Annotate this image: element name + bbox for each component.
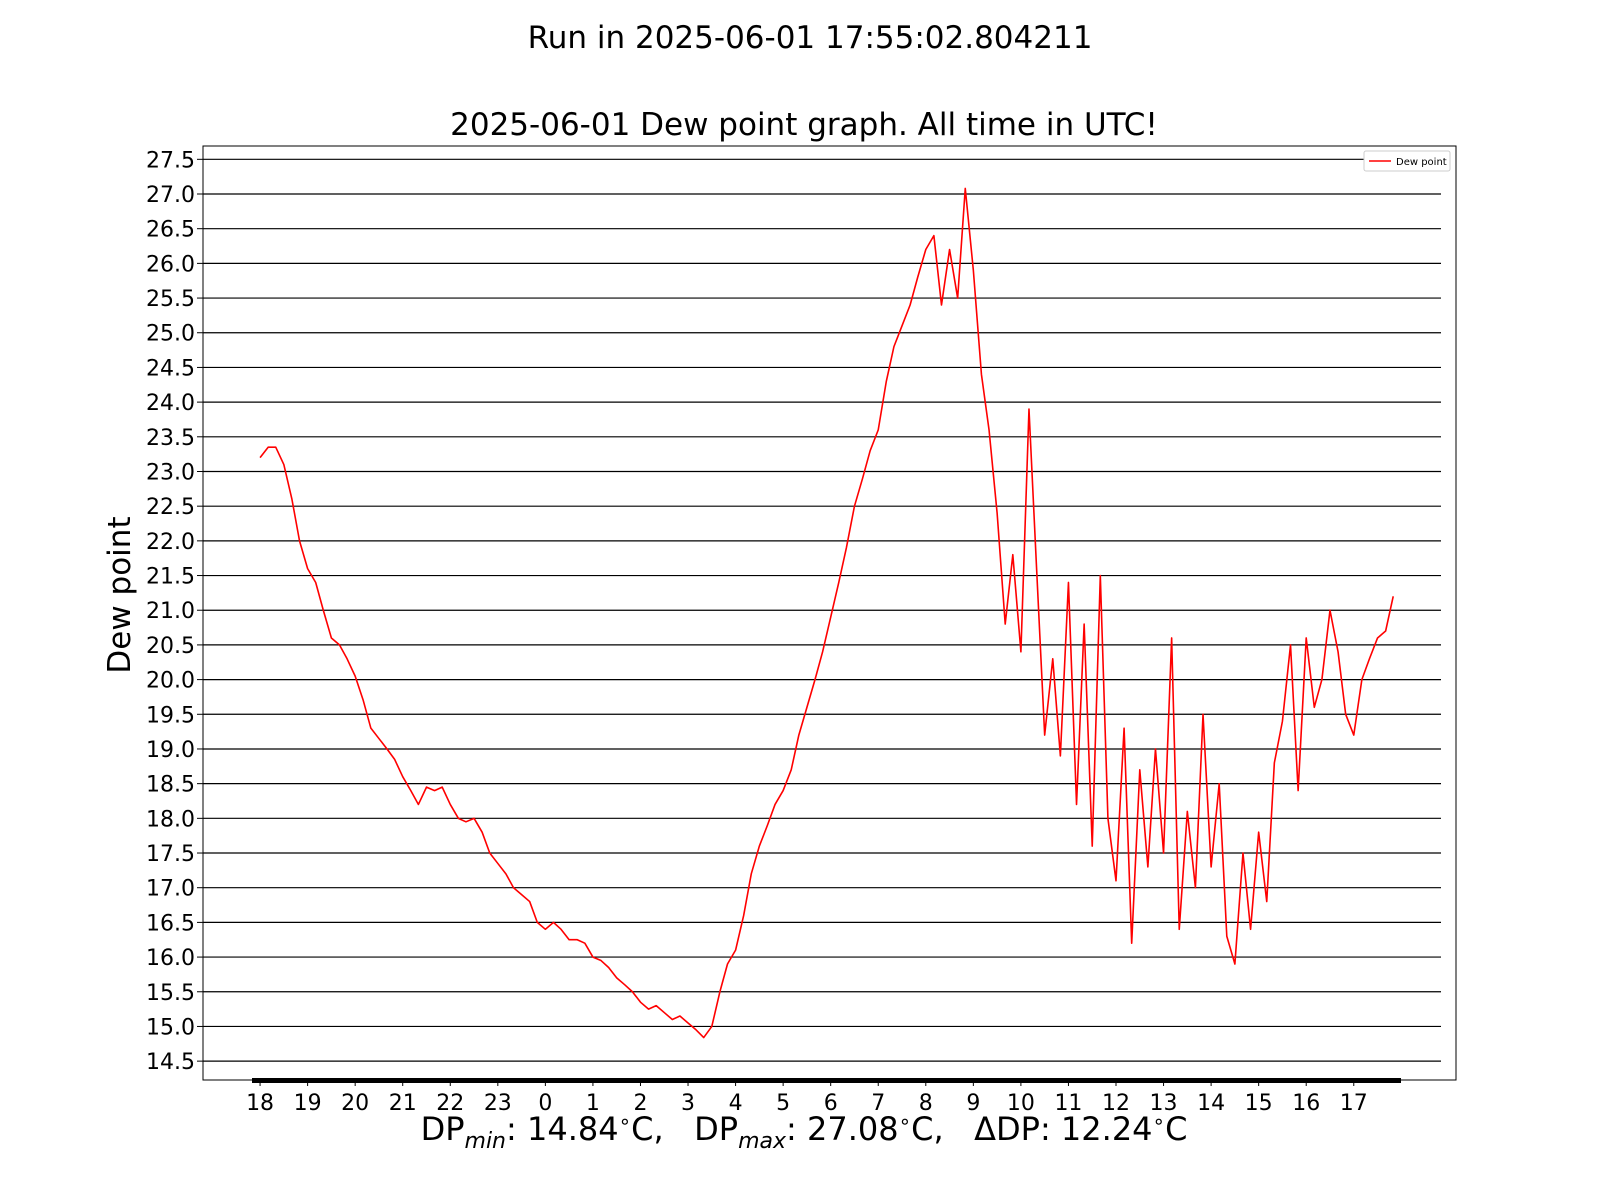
y-tick-label: 22.5 xyxy=(146,495,195,520)
x-axis-label: DPmin: 14.84∘C, DPmax: 27.08∘C, ΔDP: 12.… xyxy=(421,1109,1188,1154)
x-tick-label: 2 xyxy=(633,1091,647,1116)
y-tick-label: 19.5 xyxy=(146,703,195,728)
y-tick-label: 17.0 xyxy=(146,877,195,902)
x-label-sup: ∘ xyxy=(1153,1109,1166,1133)
chart-title: 2025-06-01 Dew point graph. All time in … xyxy=(450,107,1158,143)
y-tick-label: 24.5 xyxy=(146,356,195,381)
y-tick-label: 18.0 xyxy=(146,807,195,832)
x-tick-label: 16 xyxy=(1292,1091,1320,1116)
x-tick-label: 14 xyxy=(1197,1091,1225,1116)
x-label-part: : 27.08 xyxy=(786,1110,899,1148)
x-tick-label: 22 xyxy=(436,1091,464,1116)
y-tick-label: 23.5 xyxy=(146,426,195,451)
x-label-sub: max xyxy=(738,1129,787,1154)
x-tick-label: 17 xyxy=(1340,1091,1368,1116)
y-tick-label: 24.0 xyxy=(146,391,195,416)
x-tick-label: 8 xyxy=(919,1091,933,1116)
legend-box xyxy=(1363,150,1451,172)
x-label-sup: ∘ xyxy=(619,1109,632,1133)
x-tick-label: 9 xyxy=(966,1091,980,1116)
data-line xyxy=(259,187,1395,1039)
x-tick-label: 23 xyxy=(484,1091,512,1116)
x-label-sup: ∘ xyxy=(899,1109,912,1133)
y-tick-label: 19.0 xyxy=(146,738,195,763)
x-tick-label: 15 xyxy=(1245,1091,1273,1116)
y-tick-label: 16.5 xyxy=(146,911,195,936)
y-tick-label: 20.0 xyxy=(146,669,195,694)
x-label-part: C, DP xyxy=(631,1110,738,1148)
y-tick-label: 23.0 xyxy=(146,460,195,485)
legend-label: Dew point xyxy=(1396,157,1447,168)
y-tick-label: 22.0 xyxy=(146,530,195,555)
y-tick-label: 15.5 xyxy=(146,981,195,1006)
x-tick-label: 12 xyxy=(1102,1091,1130,1116)
x-label-part: C, ΔDP: 12.24 xyxy=(911,1110,1152,1148)
y-axis-label: Dew point xyxy=(102,516,138,673)
x-label-part: C xyxy=(1165,1110,1187,1148)
y-tick-label: 21.0 xyxy=(146,599,195,624)
x-tick-label: 4 xyxy=(729,1091,743,1116)
y-tick-label: 25.0 xyxy=(146,322,195,347)
x-label-part: : 14.84 xyxy=(506,1110,619,1148)
x-tick-label: 6 xyxy=(824,1091,838,1116)
suptitle: Run in 2025-06-01 17:55:02.804211 xyxy=(528,20,1093,56)
y-tick-label: 15.0 xyxy=(146,1015,195,1040)
y-tick-label: 16.0 xyxy=(146,946,195,971)
y-tick-label: 27.0 xyxy=(146,183,195,208)
x-tick-label: 7 xyxy=(871,1091,885,1116)
y-tick-label: 18.5 xyxy=(146,773,195,798)
x-tick-label: 0 xyxy=(538,1091,552,1116)
y-tick-label: 27.5 xyxy=(146,148,195,173)
x-label-sub: min xyxy=(465,1129,507,1154)
x-tick-label: 19 xyxy=(294,1091,322,1116)
y-tick-label: 21.5 xyxy=(146,565,195,590)
x-tick-label: 21 xyxy=(389,1091,417,1116)
x-tick-label: 1 xyxy=(586,1091,600,1116)
y-tick-label: 17.5 xyxy=(146,842,195,867)
y-tick-label: 14.5 xyxy=(146,1050,195,1075)
y-tick-label: 20.5 xyxy=(146,634,195,659)
x-tick-label: 11 xyxy=(1054,1091,1082,1116)
x-label-part: DP xyxy=(421,1110,465,1148)
x-tick-label: 10 xyxy=(1007,1091,1035,1116)
x-tick-label: 5 xyxy=(776,1091,790,1116)
y-tick-label: 25.5 xyxy=(146,287,195,312)
x-tick-label: 18 xyxy=(246,1091,274,1116)
x-tick-label: 3 xyxy=(681,1091,695,1116)
plot-frame xyxy=(202,145,1457,1081)
y-tick-label: 26.5 xyxy=(146,218,195,243)
y-tick-label: 26.0 xyxy=(146,252,195,277)
x-tick-label: 13 xyxy=(1150,1091,1178,1116)
x-tick-label: 20 xyxy=(341,1091,369,1116)
